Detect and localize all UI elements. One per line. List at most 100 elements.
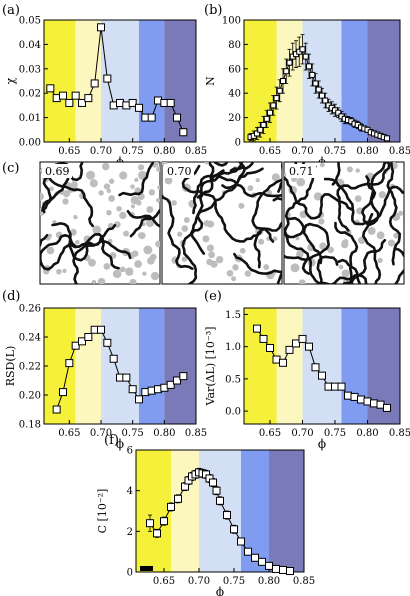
data-point (212, 486, 221, 495)
grey-cluster (108, 195, 116, 202)
grey-cluster (137, 164, 145, 171)
y-tick-label: 60 (228, 64, 241, 75)
x-tick-label: 0.65 (153, 576, 175, 587)
grey-cluster (134, 177, 139, 182)
x-tick-label: 0.80 (258, 576, 280, 587)
data-point (166, 380, 175, 389)
grey-cluster (341, 240, 349, 249)
snapshot-label-bg (42, 164, 72, 178)
black-chain (181, 164, 262, 243)
axes-frame (43, 19, 197, 143)
y-axis-label: C [10⁻²] (96, 489, 109, 534)
snapshot-label: 0.70 (167, 165, 192, 178)
data-point (273, 95, 280, 102)
grey-cluster (116, 205, 122, 212)
black-chain (51, 222, 120, 270)
data-point (266, 343, 274, 352)
grey-cluster (226, 269, 234, 277)
grey-cluster (97, 277, 106, 284)
y-tick-label: 0.24 (19, 333, 41, 344)
data-point (109, 354, 118, 363)
data-point (285, 345, 294, 354)
snapshot-label: 0.71 (289, 165, 314, 178)
data-point (173, 376, 181, 385)
black-chain (129, 208, 160, 238)
data-point (209, 478, 217, 487)
grey-cluster (341, 269, 350, 278)
black-chain (251, 178, 282, 243)
data-point (319, 92, 325, 99)
grey-cluster (202, 235, 210, 243)
black-chain (294, 162, 341, 186)
band-5 (367, 20, 400, 142)
y-tick-label: 4 (127, 486, 133, 497)
data-point (322, 97, 329, 104)
panel-label-d: (d) (2, 289, 20, 304)
grey-cluster (171, 200, 177, 206)
black-chain (233, 252, 282, 284)
data-point (318, 371, 326, 380)
grey-cluster (215, 255, 224, 264)
data-point (97, 325, 105, 334)
data-point (299, 46, 306, 53)
grey-cluster (271, 173, 280, 182)
black-chain (334, 221, 404, 284)
band-5 (269, 450, 304, 572)
data-point (254, 130, 260, 137)
black-chain (308, 257, 368, 284)
panel-c: (c) 0.69 0.70 0.71 (2, 161, 405, 285)
grey-cluster (298, 279, 306, 284)
grey-cluster (98, 190, 104, 196)
data-point (46, 84, 55, 93)
baseline-point (143, 566, 150, 571)
panel-d: 0.65 0.70 0.75 0.80 0.85 0.18 0.20 0.22 0.24 0.26… (2, 289, 207, 451)
panel-label-b: (b) (204, 3, 222, 18)
grey-cluster (150, 271, 160, 281)
grey-cluster (327, 246, 334, 254)
grey-cluster (238, 202, 245, 209)
data-point (216, 496, 224, 505)
band-5 (164, 20, 196, 142)
data-point (331, 382, 339, 391)
black-chain (284, 165, 317, 239)
grey-cluster (208, 251, 215, 259)
data-point (173, 113, 181, 122)
grey-cluster (346, 166, 353, 173)
black-chain (284, 222, 330, 265)
x-tick-label: 0.85 (293, 576, 315, 587)
black-chain (253, 220, 282, 269)
x-tick-label: 0.85 (185, 428, 207, 439)
data-point (265, 561, 273, 570)
data-point (357, 395, 365, 404)
grey-cluster (376, 231, 385, 240)
y-tick-label: 6 (127, 446, 133, 457)
grey-cluster (398, 210, 404, 216)
black-chain (284, 176, 353, 220)
band-5 (164, 308, 196, 424)
data-point (167, 502, 175, 511)
grey-cluster (150, 253, 157, 261)
snapshot-2: 0.70 (161, 161, 283, 285)
x-tick-label: 0.70 (291, 428, 313, 439)
data-point (276, 87, 283, 94)
axes-frame (243, 307, 401, 425)
band-3 (302, 308, 342, 424)
y-tick-label: 0.20 (19, 391, 41, 402)
y-tick-label: 0.01 (19, 113, 41, 124)
data-point (272, 355, 281, 364)
x-tick-label: 0.70 (188, 576, 210, 587)
grey-cluster (92, 225, 102, 235)
grey-cluster (106, 209, 112, 216)
y-tick-label: 0.26 (19, 304, 41, 315)
x-tick-label: 0.75 (223, 576, 245, 587)
data-point (337, 382, 346, 391)
data-point (103, 338, 112, 347)
x-axis-label: ϕ (116, 437, 124, 451)
band-3 (199, 450, 241, 572)
x-tick-label: 0.75 (122, 146, 144, 157)
data-point (71, 91, 80, 100)
grey-cluster (119, 211, 127, 220)
band-4 (139, 308, 165, 424)
data-point (309, 71, 316, 78)
data-point (65, 98, 74, 107)
